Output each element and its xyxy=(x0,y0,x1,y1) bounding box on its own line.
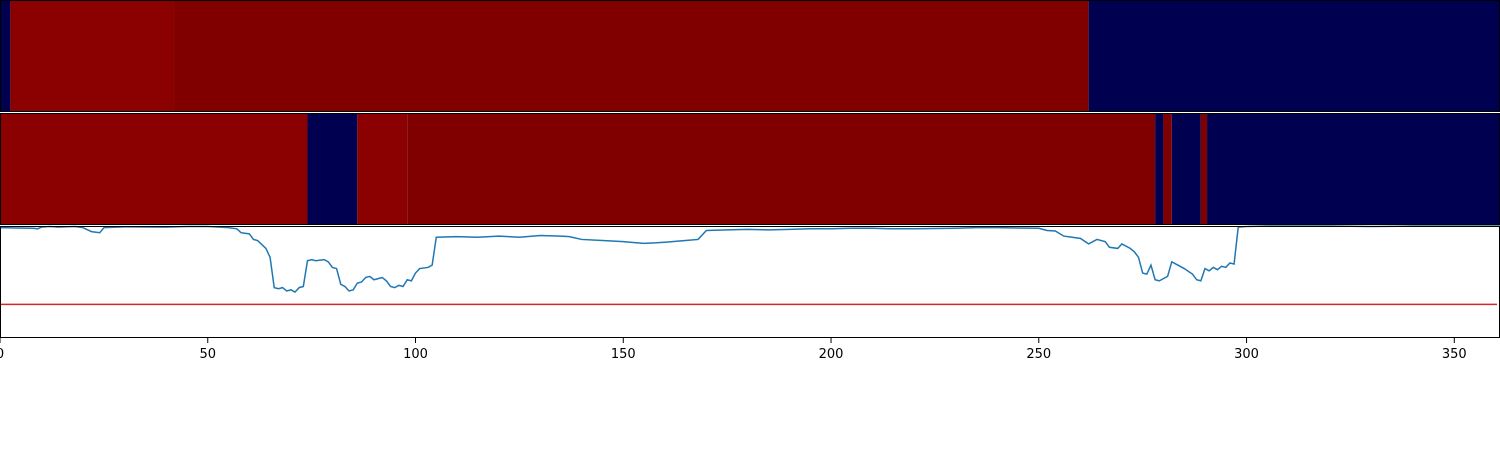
heatmap-cell xyxy=(1200,113,1208,225)
heatmap-cell xyxy=(174,0,1089,112)
heatmap-cell xyxy=(1171,113,1201,225)
heatmap-cell xyxy=(0,0,11,112)
heatmap-cell xyxy=(1207,113,1500,225)
line-plot-background xyxy=(0,226,1500,338)
x-tick-label: 100 xyxy=(403,347,428,362)
heatmap-cell xyxy=(357,113,408,225)
series-line xyxy=(0,225,1500,294)
heatmap-cell xyxy=(1088,0,1500,112)
heatmap-row xyxy=(0,113,1500,225)
heatmap-row xyxy=(0,0,1500,112)
x-tick-label: 250 xyxy=(1026,347,1051,362)
heatmap-cell xyxy=(1163,113,1172,225)
x-tick-label: 0 xyxy=(0,347,4,362)
x-tick-label: 300 xyxy=(1234,347,1259,362)
heatmap-cell xyxy=(1155,113,1164,225)
heatmap-layer xyxy=(0,0,1500,225)
x-tick-label: 150 xyxy=(611,347,636,362)
heatmap-cell xyxy=(10,0,175,112)
x-tick-label: 350 xyxy=(1442,347,1467,362)
heatmap-cell xyxy=(407,113,1156,225)
x-tick-label: 200 xyxy=(819,347,844,362)
x-tick-label: 50 xyxy=(199,347,216,362)
x-axis-ticks: 0 50 100 150 200 250 300 350 xyxy=(0,338,1467,362)
heatmap-cell xyxy=(307,113,358,225)
heatmap-cell xyxy=(0,113,308,225)
line-axes xyxy=(0,225,1500,338)
